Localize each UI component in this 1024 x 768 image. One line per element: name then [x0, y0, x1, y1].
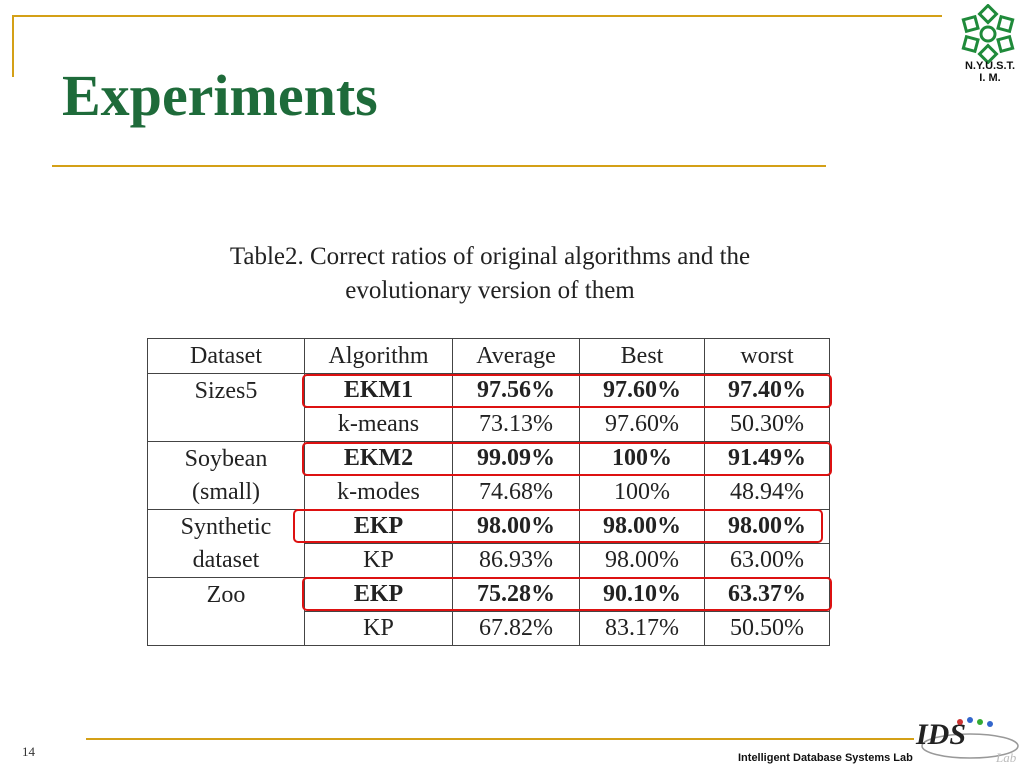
- best-cell: 97.60%: [579, 407, 705, 442]
- best-cell: 83.17%: [579, 611, 705, 646]
- highlight-box-ekm1: [302, 374, 832, 408]
- table-header-row: Dataset Algorithm Average Best worst: [147, 338, 830, 374]
- logo-caption-text: N.Y.U.S.T. I. M.: [964, 60, 1016, 84]
- table-caption-line1: Table2. Correct ratios of original algor…: [229, 243, 751, 270]
- algorithm-cell: k-means: [304, 407, 453, 442]
- worst-cell: 50.50%: [704, 611, 830, 646]
- ids-lab-logo-icon: IDS Lab: [915, 717, 1019, 765]
- table-row: Zoo EKP 75.28% 90.10% 63.37%: [147, 577, 830, 646]
- svg-text:Lab: Lab: [995, 750, 1017, 765]
- results-table: Dataset Algorithm Average Best worst Siz…: [147, 338, 830, 646]
- algorithm-cell: EKP: [304, 577, 453, 612]
- table-row: k-modes 74.68% 100% 48.94%: [148, 475, 830, 510]
- best-cell: 100%: [579, 475, 705, 510]
- title-underline: [52, 165, 826, 167]
- worst-cell: 63.00%: [704, 543, 830, 578]
- header-best: Best: [579, 338, 705, 374]
- highlight-box-ekp-zoo: [302, 577, 832, 611]
- page-number: 14: [22, 744, 35, 759]
- header-dataset: Dataset: [147, 338, 305, 374]
- best-cell: 98.00%: [579, 543, 705, 578]
- worst-cell: 50.30%: [704, 407, 830, 442]
- dataset-cell: Zoo: [147, 577, 305, 646]
- algorithm-cell: EKM2: [304, 441, 453, 476]
- best-cell: 98.00%: [579, 509, 705, 544]
- slide-title: Experiments: [62, 63, 378, 128]
- table-caption-line2: evolutionary version of them: [345, 277, 635, 304]
- average-cell: 86.93%: [452, 543, 580, 578]
- highlight-box-ekm2: [302, 442, 832, 476]
- dataset-cell: Synthetic dataset: [147, 509, 305, 578]
- algorithm-cell: KP: [304, 611, 453, 646]
- average-cell: 67.82%: [452, 611, 580, 646]
- average-cell: 75.28%: [452, 577, 580, 612]
- algorithm-cell: k-modes: [304, 475, 453, 510]
- footer-lab-name: Intelligent Database Systems Lab: [738, 752, 913, 764]
- worst-cell: 91.49%: [704, 441, 830, 476]
- average-cell: 97.56%: [452, 373, 580, 408]
- worst-cell: 48.94%: [704, 475, 830, 510]
- header-algorithm: Algorithm: [304, 338, 453, 374]
- table-row: k-means 73.13% 97.60% 50.30%: [148, 407, 830, 442]
- dataset-cell: Sizes5: [147, 373, 305, 442]
- dataset-cell: Soybean (small): [147, 441, 305, 510]
- average-cell: 74.68%: [452, 475, 580, 510]
- table-row: KP 67.82% 83.17% 50.50%: [148, 611, 830, 646]
- algorithm-cell: KP: [304, 543, 453, 578]
- table-row: Soybean (small) EKM2 99.09% 100% 91.49%: [147, 441, 830, 510]
- header-average: Average: [452, 338, 580, 374]
- footer-rule: [86, 738, 914, 740]
- average-cell: 73.13%: [452, 407, 580, 442]
- header-worst: worst: [704, 338, 830, 374]
- best-cell: 90.10%: [579, 577, 705, 612]
- algorithm-cell: EKM1: [304, 373, 453, 408]
- left-rule: [12, 15, 14, 77]
- table-caption: Table2. Correct ratios of original algor…: [180, 240, 800, 308]
- university-logo-icon: [961, 4, 1015, 64]
- highlight-box-ekp-synthetic: [293, 509, 823, 543]
- logo-caption: N.Y.U.S.T. I. M.: [940, 60, 1024, 84]
- table-row: Synthetic dataset EKP 98.00% 98.00% 98.0…: [147, 509, 830, 578]
- top-rule: [12, 15, 942, 17]
